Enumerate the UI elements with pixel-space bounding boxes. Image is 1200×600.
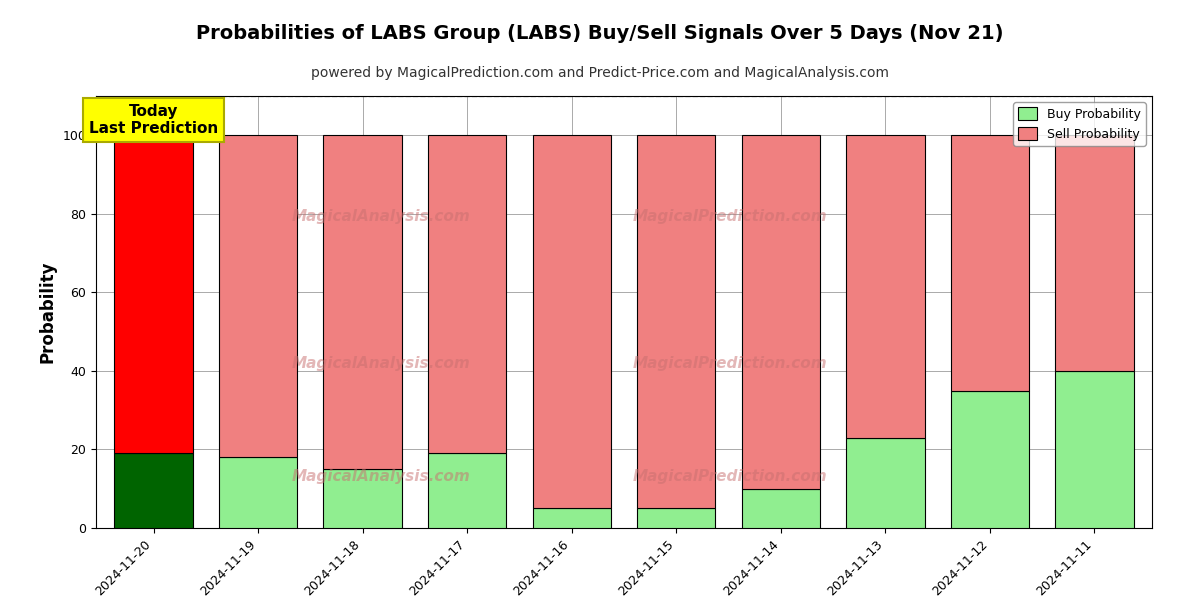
Bar [846,135,924,437]
Bar [428,135,506,454]
Text: MagicalPrediction.com: MagicalPrediction.com [632,209,827,224]
Text: Today
Last Prediction: Today Last Prediction [89,104,218,136]
Text: MagicalPrediction.com: MagicalPrediction.com [632,469,827,484]
Bar [846,437,924,528]
Bar [533,508,611,528]
Text: Probabilities of LABS Group (LABS) Buy/Sell Signals Over 5 Days (Nov 21): Probabilities of LABS Group (LABS) Buy/S… [197,24,1003,43]
Bar [637,135,715,508]
Text: MagicalAnalysis.com: MagicalAnalysis.com [292,209,470,224]
Bar [324,469,402,528]
Bar [637,508,715,528]
Text: MagicalAnalysis.com: MagicalAnalysis.com [292,356,470,371]
Text: powered by MagicalPrediction.com and Predict-Price.com and MagicalAnalysis.com: powered by MagicalPrediction.com and Pre… [311,66,889,80]
Bar [218,457,298,528]
Bar [324,135,402,469]
Bar [428,454,506,528]
Bar [1055,371,1134,528]
Bar [950,391,1030,528]
Bar [114,454,193,528]
Bar [1055,135,1134,371]
Legend: Buy Probability, Sell Probability: Buy Probability, Sell Probability [1013,102,1146,146]
Bar [533,135,611,508]
Bar [218,135,298,457]
Bar [950,135,1030,391]
Bar [114,135,193,454]
Text: MagicalAnalysis.com: MagicalAnalysis.com [292,469,470,484]
Y-axis label: Probability: Probability [38,261,56,363]
Text: MagicalPrediction.com: MagicalPrediction.com [632,356,827,371]
Bar [742,135,820,489]
Bar [742,489,820,528]
